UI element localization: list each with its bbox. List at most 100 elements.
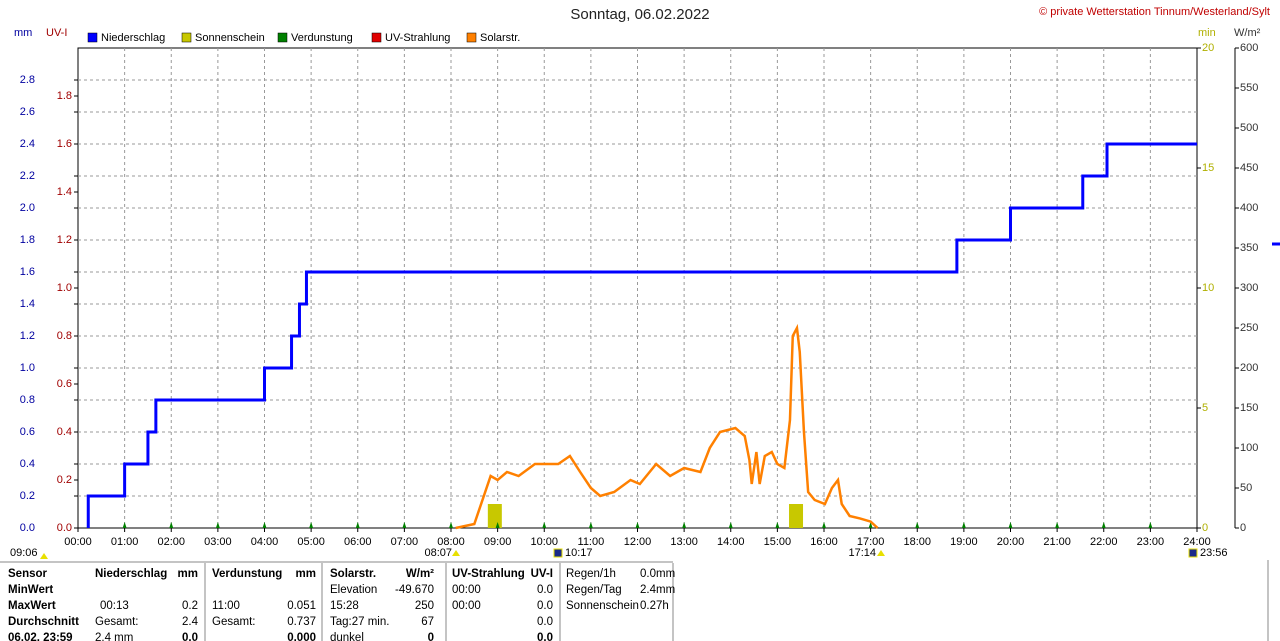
legend-label: Verdunstung [291, 32, 353, 44]
legend-label: Sonnenschein [195, 32, 265, 44]
marker [355, 522, 360, 528]
y-tick-label: 1.8 [20, 234, 35, 246]
table-cell: 0.0 [537, 632, 553, 641]
x-tick-label: 00:00 [64, 536, 92, 548]
time-annotation: 08:07 [424, 547, 452, 559]
x-tick-label: 05:00 [297, 536, 325, 548]
x-tick-label: 23:00 [1137, 536, 1165, 548]
x-tick-label: 04:00 [251, 536, 279, 548]
table-cell: Gesamt: [95, 616, 138, 628]
data-line [455, 323, 879, 530]
y-tick-label: 150 [1240, 402, 1258, 414]
y2-axis-unit: UV-I [46, 27, 67, 39]
y-tick-label: 2.4 [20, 138, 35, 150]
summary-label: Regen/Tag [566, 584, 622, 596]
y-tick-label: 1.2 [20, 330, 35, 342]
legend-swatch [277, 32, 288, 43]
y-tick-label: 0.6 [20, 426, 35, 438]
y-tick-label: 400 [1240, 202, 1258, 214]
x-tick-label: 13:00 [670, 536, 698, 548]
x-tick-label: 24:00 [1183, 536, 1211, 548]
marker [1101, 522, 1106, 528]
table-cell: 0.0 [537, 584, 553, 596]
table-cell: Elevation [330, 584, 377, 596]
marker [309, 522, 314, 528]
table-cell: 0.0 [537, 616, 553, 628]
table-cell: MinWert [8, 584, 53, 596]
table-cell: 0.2 [182, 600, 198, 612]
x-tick-label: 18:00 [903, 536, 931, 548]
marker [961, 522, 966, 528]
x-tick-label: 20:00 [997, 536, 1025, 548]
table-cell: 00:13 [100, 600, 129, 612]
legend-swatch [87, 32, 98, 43]
time-annotation: 10:17 [565, 547, 593, 559]
table-cell: 00:00 [452, 584, 481, 596]
marker [635, 522, 640, 528]
marker [449, 522, 453, 528]
y-axis-unit: mm [14, 27, 32, 39]
x-tick-label: 14:00 [717, 536, 745, 548]
table-header: Solarstr. [330, 568, 376, 580]
marker [402, 522, 407, 528]
marker [495, 522, 500, 528]
y-tick-label: 500 [1240, 122, 1258, 134]
x-tick-label: 09:00 [484, 536, 512, 548]
table-cell: 0.000 [287, 632, 316, 641]
y-tick-label: 0.8 [20, 394, 35, 406]
table-cell: 11:00 [212, 600, 240, 612]
y-tick-label: 0 [1240, 522, 1246, 534]
y-tick-label: 2.2 [20, 170, 35, 182]
y-tick-label: 5 [1202, 402, 1208, 414]
y-tick-label: 450 [1240, 162, 1258, 174]
time-annotation: 23:56 [1200, 547, 1228, 559]
x-tick-label: 15:00 [764, 536, 792, 548]
y-tick-label: 0.4 [57, 426, 72, 438]
table-header: UV-Strahlung [452, 568, 525, 580]
y-tick-label: 1.2 [57, 234, 72, 246]
summary-value: 0.0mm [640, 568, 675, 580]
x-tick-label: 16:00 [810, 536, 838, 548]
moon-icon [1188, 548, 1198, 558]
time-annotation: 09:06 [10, 547, 38, 559]
marker [1008, 522, 1013, 528]
table-cell: 06.02. 23:59 [8, 632, 73, 641]
chart-title: Sonntag, 06.02.2022 [570, 6, 709, 23]
y4-axis-unit: W/m² [1234, 27, 1261, 39]
x-tick-label: 11:00 [578, 536, 605, 548]
table-cell: 0.737 [287, 616, 316, 628]
y-tick-label: 1.4 [57, 186, 72, 198]
sun-icon [452, 550, 460, 556]
table-cell: 0.0 [182, 632, 198, 641]
y-tick-label: 300 [1240, 282, 1258, 294]
legend-swatch [181, 32, 192, 43]
marker [122, 522, 127, 528]
copyright: © private Wetterstation Tinnum/Westerlan… [1039, 6, 1270, 18]
moon-icon [553, 548, 563, 558]
table-cell: -49.670 [395, 584, 434, 596]
y-tick-label: 0.6 [57, 378, 72, 390]
x-tick-label: 08:00 [437, 536, 465, 548]
summary-label: Sonnenschein [566, 600, 639, 612]
marker [215, 522, 220, 528]
marker [542, 522, 547, 528]
marker [588, 522, 593, 528]
y-tick-label: 2.6 [20, 106, 35, 118]
table-header: Niederschlag [95, 568, 167, 580]
marker [262, 522, 267, 528]
summary-value: 2.4mm [640, 584, 675, 596]
x-tick-label: 22:00 [1090, 536, 1118, 548]
table-header: W/m² [406, 568, 434, 580]
table-cell: Tag:27 min. [330, 616, 389, 628]
y-tick-label: 0.0 [57, 522, 72, 534]
legend-label: UV-Strahlung [385, 32, 450, 44]
table-header: UV-I [531, 568, 553, 580]
x-tick-label: 12:00 [624, 536, 652, 548]
y-tick-label: 2.8 [20, 74, 35, 86]
table-cell: dunkel [330, 632, 364, 641]
y-tick-label: 15 [1202, 162, 1214, 174]
summary-value: 0.27h [640, 600, 669, 612]
sun-icon [40, 553, 48, 559]
marker [728, 522, 733, 528]
